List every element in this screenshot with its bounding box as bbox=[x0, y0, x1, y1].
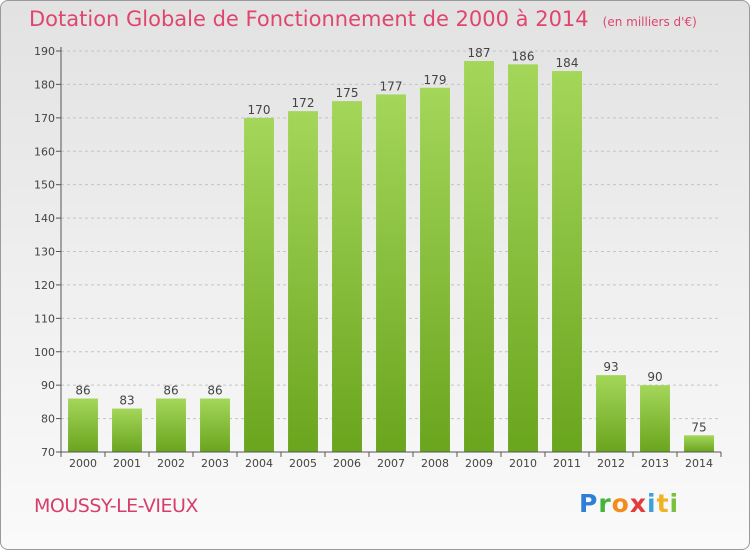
y-tick-label: 120 bbox=[34, 279, 55, 292]
bar bbox=[288, 111, 318, 453]
bar bbox=[244, 117, 274, 452]
bar bbox=[156, 398, 186, 452]
bar bbox=[420, 87, 450, 452]
bar-value-label: 187 bbox=[468, 46, 491, 60]
x-axis-ticks: 2000 2001 2002 2003 2004 2005 2006 2007 2008 2009… bbox=[60, 452, 722, 470]
y-tick-label: 130 bbox=[34, 246, 55, 259]
bar bbox=[200, 398, 230, 452]
x-tick-label: 2007 bbox=[377, 457, 405, 470]
y-axis-ticks: 70 80 90 100 110 120 130 140 150 160 170 180 190 bbox=[34, 45, 61, 459]
bar bbox=[112, 408, 142, 452]
y-tick-label: 170 bbox=[34, 112, 55, 125]
x-tick-label: 2010 bbox=[509, 457, 537, 470]
bar bbox=[376, 94, 406, 453]
bar bbox=[464, 61, 494, 453]
bar-value-label: 184 bbox=[556, 56, 579, 70]
x-tick-label: 2012 bbox=[597, 457, 625, 470]
y-tick-label: 70 bbox=[41, 446, 55, 459]
bar-value-label: 179 bbox=[424, 73, 447, 87]
bar bbox=[332, 101, 362, 452]
y-tick-label: 90 bbox=[41, 379, 55, 392]
bar bbox=[552, 71, 582, 453]
x-tick-label: 2002 bbox=[157, 457, 185, 470]
y-tick-label: 160 bbox=[34, 145, 55, 158]
y-tick-label: 110 bbox=[34, 312, 55, 325]
x-tick-label: 2003 bbox=[201, 457, 229, 470]
bar-value-label: 170 bbox=[248, 103, 271, 117]
proxiti-logo: Proxiti bbox=[579, 489, 680, 518]
axes bbox=[60, 47, 721, 453]
data-labels: 86 83 86 86 170 172 175 177 179 187 186 184 93 90 75 bbox=[75, 46, 706, 434]
x-tick-label: 2004 bbox=[245, 457, 273, 470]
x-tick-label: 2014 bbox=[685, 457, 713, 470]
bar-value-label: 86 bbox=[163, 384, 178, 398]
bar-value-label: 90 bbox=[647, 370, 662, 384]
bar bbox=[508, 64, 538, 452]
x-tick-label: 2005 bbox=[289, 457, 317, 470]
y-tick-label: 100 bbox=[34, 346, 55, 359]
y-tick-label: 190 bbox=[34, 45, 55, 58]
y-tick-label: 80 bbox=[41, 413, 55, 426]
bar bbox=[68, 398, 98, 452]
bars bbox=[68, 61, 714, 453]
x-tick-label: 2000 bbox=[69, 457, 97, 470]
bar-value-label: 93 bbox=[603, 360, 618, 374]
bar-value-label: 172 bbox=[292, 96, 315, 110]
chart-subtitle: (en milliers d'€) bbox=[602, 15, 697, 29]
bar bbox=[596, 375, 626, 452]
y-tick-label: 180 bbox=[34, 78, 55, 91]
x-tick-label: 2011 bbox=[553, 457, 581, 470]
bar-value-label: 177 bbox=[380, 79, 403, 93]
bar-value-label: 86 bbox=[75, 384, 90, 398]
x-tick-label: 2009 bbox=[465, 457, 493, 470]
x-tick-label: 2006 bbox=[333, 457, 361, 470]
bar-value-label: 186 bbox=[512, 49, 535, 63]
y-tick-label: 150 bbox=[34, 179, 55, 192]
bar-value-label: 75 bbox=[691, 420, 706, 434]
bar bbox=[684, 435, 714, 452]
x-tick-label: 2013 bbox=[641, 457, 669, 470]
bar-value-label: 175 bbox=[336, 86, 359, 100]
y-tick-label: 140 bbox=[34, 212, 55, 225]
chart-title: Dotation Globale de Fonctionnement de 20… bbox=[29, 7, 697, 31]
bar-value-label: 86 bbox=[207, 384, 222, 398]
x-tick-label: 2008 bbox=[421, 457, 449, 470]
commune-name: MOUSSY-LE-VIEUX bbox=[34, 495, 198, 517]
x-tick-label: 2001 bbox=[113, 457, 141, 470]
bar-value-label: 83 bbox=[119, 394, 134, 408]
chart-title-text: Dotation Globale de Fonctionnement de 20… bbox=[29, 7, 589, 31]
bar bbox=[640, 385, 670, 452]
